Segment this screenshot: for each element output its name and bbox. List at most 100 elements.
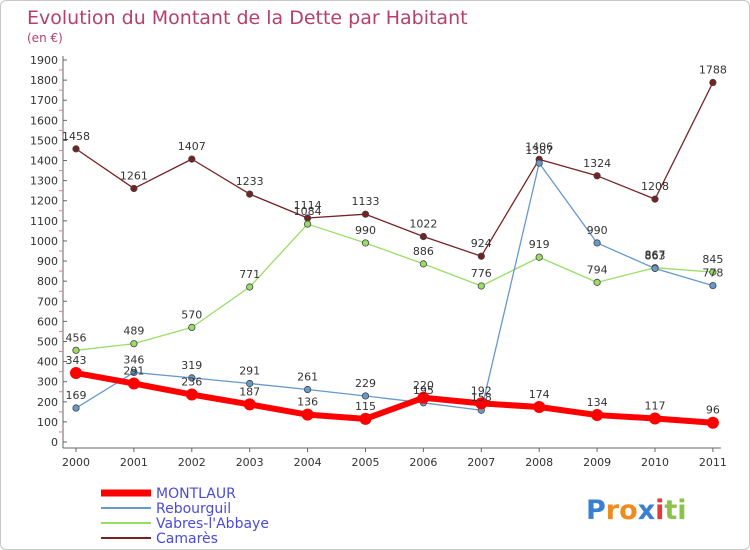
data-label: 1788 [699, 64, 727, 77]
y-tick-label: 1800 [30, 74, 58, 87]
data-point [188, 323, 196, 331]
data-point [477, 282, 485, 290]
data-label: 343 [66, 354, 87, 367]
data-label: 174 [529, 388, 550, 401]
data-label: 456 [66, 331, 87, 344]
y-tick-label: 800 [37, 275, 58, 288]
data-point [417, 391, 430, 404]
data-label: 924 [471, 237, 492, 250]
data-label: 845 [702, 253, 723, 266]
data-point [246, 283, 254, 291]
data-label: 195 [413, 384, 434, 397]
y-tick-label: 700 [37, 295, 58, 308]
data-point [361, 392, 370, 400]
data-point [301, 408, 314, 421]
data-label: 778 [702, 267, 723, 280]
x-tick-label: 2003 [236, 456, 264, 469]
logo-letter: t [664, 495, 677, 526]
data-label: 570 [181, 308, 202, 321]
chart-subtitle: (en €) [27, 31, 63, 45]
y-tick-label: 1000 [30, 235, 58, 248]
data-point [246, 379, 254, 388]
data-label: 319 [181, 359, 202, 372]
data-label: 192 [471, 384, 492, 397]
legend-label: Camarès [156, 531, 218, 547]
y-tick-label: 1900 [30, 54, 58, 67]
data-point [130, 184, 138, 193]
data-point [593, 172, 601, 180]
data-label: 776 [471, 267, 492, 280]
data-label: 1022 [409, 218, 437, 231]
y-tick-label: 0 [51, 436, 58, 449]
data-label: 794 [587, 263, 608, 276]
data-point [70, 367, 82, 380]
data-label: 115 [355, 400, 376, 413]
x-tick-label: 2004 [294, 456, 322, 469]
logo-letter: r [606, 495, 620, 526]
y-tick-label: 1500 [30, 134, 58, 147]
data-label: 236 [181, 376, 202, 389]
x-tick-label: 2009 [583, 456, 611, 469]
y-tick-label: 1600 [30, 114, 58, 127]
data-label: 117 [645, 399, 666, 412]
data-point [127, 377, 140, 390]
data-label: 1458 [62, 130, 90, 143]
y-tick-label: 1700 [30, 94, 58, 107]
chart-title: Evolution du Montant de la Dette par Hab… [27, 7, 468, 29]
data-label: 1114 [294, 199, 322, 212]
logo-letter: o [619, 495, 638, 526]
y-tick-label: 1200 [30, 195, 58, 208]
y-tick-label: 1100 [30, 215, 58, 228]
data-point [72, 404, 80, 412]
x-tick-label: 2010 [641, 456, 669, 469]
series-line-1 [75, 162, 714, 411]
data-label: 96 [706, 404, 720, 417]
data-label: 1233 [236, 175, 264, 188]
data-point [419, 232, 427, 241]
data-label: 261 [297, 371, 318, 384]
data-label: 158 [471, 391, 492, 404]
data-point [303, 220, 312, 228]
data-label: 489 [123, 325, 144, 338]
x-tick-label: 2002 [178, 456, 206, 469]
data-label: 990 [587, 224, 608, 237]
data-label: 136 [297, 396, 318, 409]
y-tick-label: 300 [37, 376, 58, 389]
data-point [130, 368, 138, 377]
data-point [651, 195, 659, 203]
data-point [188, 155, 196, 163]
data-label: 1133 [352, 195, 380, 208]
data-label: 886 [413, 245, 434, 258]
legend-label: Rebourguil [156, 501, 231, 517]
data-label: 1208 [641, 180, 669, 193]
y-tick-label: 600 [37, 315, 58, 328]
data-label: 134 [587, 396, 608, 409]
data-point [130, 340, 138, 348]
data-label: 1084 [294, 205, 322, 218]
series-line-0 [75, 370, 714, 426]
data-label: 1324 [583, 157, 611, 170]
x-tick-label: 2001 [120, 456, 148, 469]
data-point [361, 210, 370, 218]
data-point [593, 278, 601, 286]
data-label: 291 [239, 364, 260, 377]
y-tick-label: 1400 [30, 155, 58, 168]
data-point [72, 145, 80, 153]
data-label: 1387 [525, 144, 553, 157]
data-label: 867 [645, 249, 666, 262]
x-tick-label: 2005 [352, 456, 380, 469]
data-point [709, 281, 717, 290]
x-tick-label: 2011 [699, 456, 727, 469]
x-tick-label: 2006 [409, 456, 437, 469]
data-point [246, 190, 254, 198]
data-label: 220 [413, 379, 434, 392]
data-point [475, 397, 488, 410]
data-point [533, 401, 546, 414]
series-layer [70, 78, 719, 429]
data-label: 1407 [178, 140, 206, 153]
logo-letter: i [655, 495, 664, 526]
proxiti-logo: Proxiti [586, 495, 687, 526]
